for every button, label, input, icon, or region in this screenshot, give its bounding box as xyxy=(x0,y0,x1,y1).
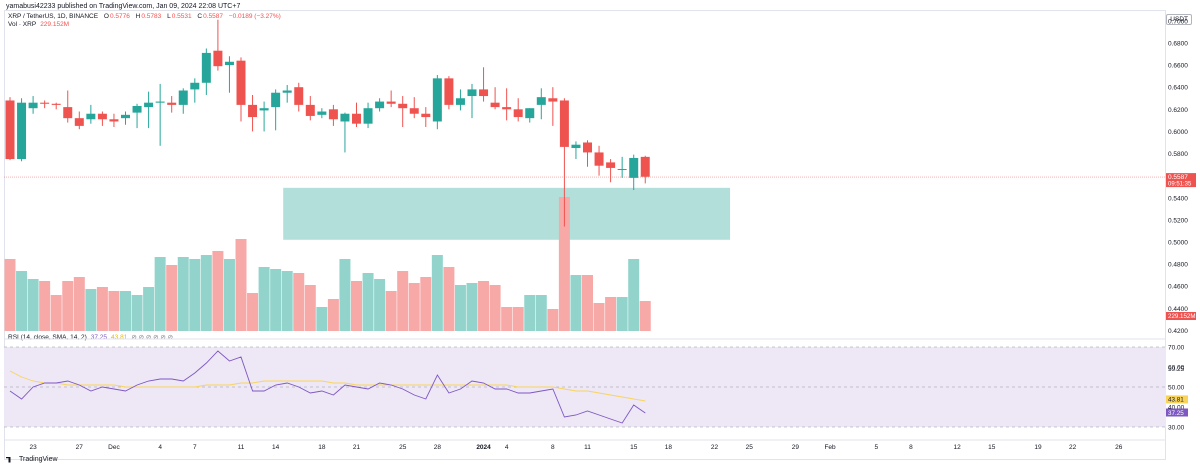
rsi-tick-label: 40.00 xyxy=(1168,405,1185,412)
volume-value: 229.152M xyxy=(40,21,70,28)
open-label: O xyxy=(103,13,109,20)
currency-button[interactable]: USDT xyxy=(1166,14,1192,25)
rsi-tick-label: 50.00 xyxy=(1168,385,1185,392)
high-value: 0.5783 xyxy=(141,13,162,20)
chart-frame xyxy=(4,10,1166,460)
price-tick-label: 0.6200 xyxy=(1168,107,1188,114)
open-value: 0.5776 xyxy=(109,13,130,20)
brand-text: TradingView xyxy=(19,456,58,463)
rsi-legend: RSI (14, close, SMA, 14, 2) 37.25 43.81 ⊘ ⊘… xyxy=(8,333,177,341)
price-tick-label: 0.5600 xyxy=(1168,173,1188,180)
last-price-value: 0.5587 xyxy=(1168,174,1188,181)
rsi-legend-sma: 43.81 xyxy=(111,334,128,341)
rsi-label: RSI (14, close, SMA, 14, 2) xyxy=(8,334,87,341)
price-tick-label: 0.5800 xyxy=(1168,151,1188,158)
rsi-sma-tag-value: 43.81 xyxy=(1168,397,1184,404)
price-tick-label: 0.5000 xyxy=(1168,240,1188,247)
rsi-tick-label: 70.00 xyxy=(1168,345,1185,352)
volume-legend: Vol · XRP 229.152M xyxy=(8,21,73,28)
price-tick-label: 0.6800 xyxy=(1168,40,1188,47)
tradingview-logo: TradingView xyxy=(6,456,58,463)
low-label: L xyxy=(167,13,171,20)
symbol-legend: XRP / TetherUS, 1D, BINANCE O0.5776 H0.5… xyxy=(8,13,285,20)
price-tick-label: 0.6600 xyxy=(1168,63,1188,70)
volume-label: Vol · XRP xyxy=(8,21,37,28)
rsi-legend-icons: ⊘ ⊘ ⊘ ⊘ ⊘ ⊘ xyxy=(131,334,174,341)
rsi-sma-tag xyxy=(1166,395,1188,404)
rsi-band-label: 43.29 xyxy=(1168,398,1185,405)
publish-header: yamabusi42233 published on TradingView.c… xyxy=(6,3,241,10)
close-value: 0.5587 xyxy=(203,13,223,20)
rsi-value-tag-value: 37.25 xyxy=(1168,410,1184,417)
rsi-value-tag xyxy=(1166,408,1188,417)
rsi-band-label: 59.25 xyxy=(1168,366,1185,373)
price-tick-label: 0.6400 xyxy=(1168,85,1188,92)
price-tick-label: 0.5400 xyxy=(1168,195,1188,202)
price-tick-label: 0.4400 xyxy=(1168,306,1188,313)
countdown-value: 09:51:35 xyxy=(1168,182,1192,188)
rsi-tick-label: 60.00 xyxy=(1168,365,1185,372)
low-value: 0.5531 xyxy=(171,13,192,20)
high-label: H xyxy=(135,13,141,20)
rsi-tick-label: 30.00 xyxy=(1168,425,1185,432)
change-value: −0.0189 (−3.27%) xyxy=(228,13,281,20)
tradingview-icon xyxy=(6,456,11,463)
symbol-title: XRP / TetherUS, 1D, BINANCE xyxy=(8,13,99,20)
price-tick-label: 0.4600 xyxy=(1168,284,1188,291)
price-tick-label: 0.5200 xyxy=(1168,217,1188,224)
volume-tag-value: 229.152M xyxy=(1168,313,1196,320)
last-price-tag xyxy=(1166,173,1196,188)
price-tick-label: 0.4200 xyxy=(1168,328,1188,335)
price-tick-label: 0.6000 xyxy=(1168,129,1188,136)
price-tick-label: 0.4800 xyxy=(1168,262,1188,269)
close-label: C xyxy=(197,13,203,20)
rsi-legend-value: 37.25 xyxy=(90,334,108,341)
volume-tag xyxy=(1166,312,1196,320)
